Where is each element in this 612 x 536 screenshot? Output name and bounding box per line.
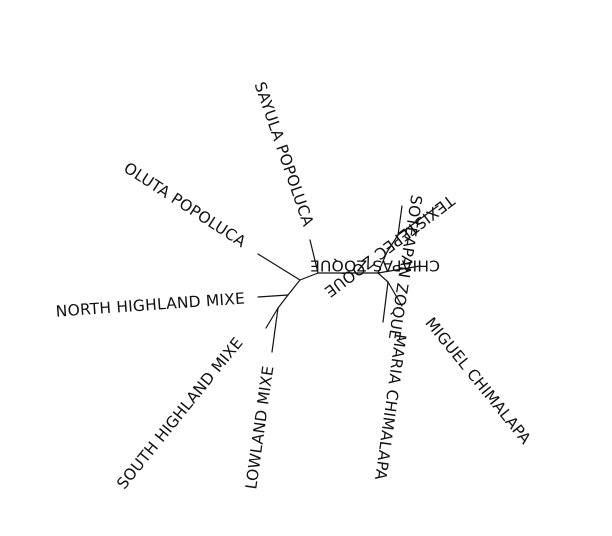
terminal-branches (257, 205, 439, 353)
branch-zoque-gulf (377, 251, 388, 274)
leaf-label-south-highland: SOUTH HIGHLAND MIXE (113, 334, 246, 493)
branch-mixe-clade (287, 279, 301, 296)
internal-branches (277, 234, 399, 309)
leaf-label-chiapas: CHIAPAS ZOQUE (310, 257, 440, 275)
branch-zoque-gulf-sub (386, 234, 399, 253)
leaf-branch-south-highland (265, 307, 279, 329)
branch-zoque-chimalapa (377, 272, 389, 283)
leaf-label-lowland: LOWLAND MIXE (242, 365, 277, 491)
leaf-branch-chiapas (377, 265, 421, 274)
leaf-branch-maria (382, 281, 389, 323)
branch-mixe-popoluca (299, 272, 319, 281)
leaf-branch-lowland (271, 307, 279, 353)
branch-mixe-sub (277, 294, 289, 309)
leaf-branch-north-highland (257, 294, 289, 298)
leaf-label-north-highland: NORTH HIGHLAND MIXE (55, 290, 245, 321)
leaf-branch-miguel (387, 281, 403, 307)
leaf-label-sayula: SAYULA POPOLUCA (251, 80, 317, 229)
leaf-label-oluta: OLUTA POPOLUCA (121, 159, 250, 251)
leaf-label-miguel: MIGUEL CHIMALAPA (421, 314, 534, 448)
leaf-label-maria: MARIA CHIMALAPA (371, 333, 409, 482)
leaf-branch-sayula (309, 239, 319, 274)
leaf-branch-texistepec (397, 205, 439, 236)
leaf-branch-soteapan (397, 205, 403, 236)
leaf-branch-oluta (257, 253, 301, 281)
